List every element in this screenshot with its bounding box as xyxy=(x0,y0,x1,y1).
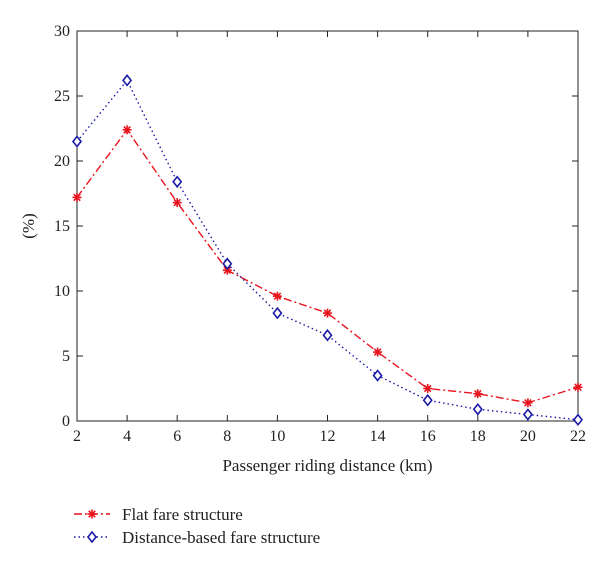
x-tick-label: 2 xyxy=(73,428,81,445)
data-point-series-2 xyxy=(472,403,483,416)
data-point-series-1 xyxy=(373,347,383,357)
series-line-2 xyxy=(76,79,579,421)
legend: Flat fare structure Distance-based fare s… xyxy=(74,505,320,547)
y-tick-label: 25 xyxy=(54,88,70,105)
x-tick-label: 10 xyxy=(269,428,285,445)
data-point-series-1 xyxy=(323,308,332,318)
y-tick-label: 20 xyxy=(54,153,70,170)
x-tick-label: 14 xyxy=(370,428,386,445)
x-tick-label: 12 xyxy=(320,428,336,445)
legend-marker-1 xyxy=(87,509,97,519)
y-tick-label: 30 xyxy=(54,23,70,40)
plot-area xyxy=(76,30,579,422)
y-tick-label: 15 xyxy=(54,218,70,235)
y-axis-label: (%) xyxy=(19,213,38,238)
legend-label-1: Flat fare structure xyxy=(122,505,243,524)
data-point-series-2 xyxy=(222,257,233,270)
x-tick-label: 6 xyxy=(173,428,181,445)
y-tick-label: 5 xyxy=(62,348,70,365)
x-axis-label: Passenger riding distance (km) xyxy=(222,456,432,475)
y-tick-label: 0 xyxy=(62,413,70,430)
legend-marker-2 xyxy=(86,530,98,544)
data-point-series-1 xyxy=(272,291,282,301)
legend-label-2: Distance-based fare structure xyxy=(122,528,320,547)
data-point-series-1 xyxy=(172,198,182,208)
data-point-series-2 xyxy=(71,135,83,148)
data-point-series-2 xyxy=(422,393,433,407)
series-layer xyxy=(71,74,584,426)
data-point-series-1 xyxy=(72,192,82,202)
data-point-series-1 xyxy=(573,382,583,392)
data-point-series-1 xyxy=(423,384,433,393)
x-tick-label: 22 xyxy=(570,428,586,445)
x-tick-label: 18 xyxy=(470,428,486,445)
data-point-series-2 xyxy=(322,328,333,342)
data-point-series-1 xyxy=(523,398,533,408)
x-tick-label: 16 xyxy=(420,428,436,445)
data-point-series-2 xyxy=(122,74,133,87)
data-point-series-2 xyxy=(272,306,283,320)
x-tick-label: 20 xyxy=(520,428,536,445)
y-tick-label: 10 xyxy=(54,283,70,300)
data-point-series-1 xyxy=(122,125,132,135)
data-point-series-2 xyxy=(372,369,383,382)
data-point-series-2 xyxy=(522,408,533,421)
data-point-series-1 xyxy=(473,389,483,399)
x-tick-label: 8 xyxy=(223,428,231,445)
data-point-series-2 xyxy=(172,175,183,189)
axis-ticks: 2 4 6 8 10 12 14 16 18 20 22 0 5 10 15 20 25 30 xyxy=(54,23,586,445)
x-tick-label: 4 xyxy=(123,428,131,445)
data-point-series-2 xyxy=(572,413,584,426)
